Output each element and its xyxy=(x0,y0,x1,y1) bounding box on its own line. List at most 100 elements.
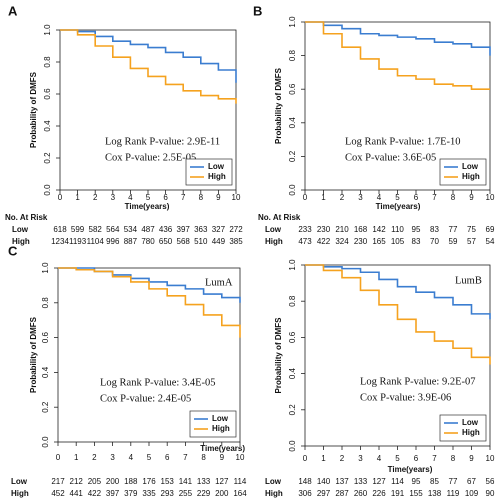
x-tick-label: 1 xyxy=(75,193,80,202)
legend-box xyxy=(185,158,233,186)
risk-count: 119 xyxy=(447,489,460,498)
y-tick-label: 0.2 xyxy=(288,150,297,162)
risk-count: 449 xyxy=(212,237,226,246)
risk-count: 233 xyxy=(298,225,312,234)
risk-count: 56 xyxy=(486,477,495,486)
y-tick-label: 0.2 xyxy=(43,152,52,164)
risk-count: 200 xyxy=(106,477,120,486)
annotation: Log Rank P-value: 2.9E-11 xyxy=(105,136,220,147)
legend-label: Low xyxy=(212,414,229,423)
risk-count: 137 xyxy=(335,477,349,486)
risk-count: 133 xyxy=(197,477,211,486)
risk-count: 127 xyxy=(215,477,229,486)
risk-count: 260 xyxy=(354,489,368,498)
risk-count: 422 xyxy=(88,489,102,498)
panel-label: C xyxy=(8,243,18,258)
x-tick-label: 9 xyxy=(469,454,474,463)
risk-count: 95 xyxy=(412,225,421,234)
risk-count: 1104 xyxy=(87,237,105,246)
x-tick-label: 7 xyxy=(181,193,186,202)
risk-count: 200 xyxy=(215,489,229,498)
x-tick-label: 9 xyxy=(469,193,474,202)
risk-count: 168 xyxy=(354,225,368,234)
y-tick-label: 0.6 xyxy=(288,331,297,343)
x-tick-label: 9 xyxy=(220,453,225,462)
y-tick-label: 0.6 xyxy=(41,331,50,343)
x-tick-label: 4 xyxy=(377,193,382,202)
x-tick-label: 0 xyxy=(56,453,61,462)
risk-count: 165 xyxy=(372,237,386,246)
annotation: Cox P-value: 2.4E-05 xyxy=(100,393,191,404)
risk-row-label: High xyxy=(11,489,29,498)
y-tick-label: 0.8 xyxy=(43,56,52,68)
risk-count: 780 xyxy=(141,237,155,246)
survival-curve xyxy=(60,29,237,104)
risk-count: 436 xyxy=(159,225,173,234)
x-tick-label: 2 xyxy=(93,193,98,202)
risk-count: 67 xyxy=(467,477,476,486)
survival-curve xyxy=(305,21,490,90)
risk-count: 1193 xyxy=(69,237,87,246)
subtitle: LumA xyxy=(205,277,233,288)
x-axis-label: Time(years) xyxy=(388,465,433,474)
risk-count: 1234 xyxy=(51,237,69,246)
risk-count: 217 xyxy=(51,477,65,486)
risk-count: 114 xyxy=(234,477,247,486)
legend-label: Low xyxy=(208,162,225,171)
risk-count: 287 xyxy=(335,489,349,498)
risk-count: 599 xyxy=(71,225,85,234)
survival-curve xyxy=(60,29,237,83)
legend-label: High xyxy=(208,172,226,181)
legend-label: Low xyxy=(462,162,479,171)
x-tick-label: 3 xyxy=(358,193,363,202)
risk-count: 226 xyxy=(372,489,386,498)
legend-box xyxy=(189,410,237,438)
risk-count: 210 xyxy=(335,225,349,234)
risk-row-label: Low xyxy=(11,477,28,486)
x-tick-label: 8 xyxy=(451,193,456,202)
y-tick-label: 0.4 xyxy=(288,117,297,129)
risk-count: 618 xyxy=(53,225,67,234)
x-tick-label: 10 xyxy=(486,193,495,202)
panel-label: B xyxy=(253,3,262,18)
risk-count: 564 xyxy=(106,225,120,234)
risk-row-label: High xyxy=(265,489,283,498)
y-tick-label: 0.0 xyxy=(43,184,52,196)
risk-count: 114 xyxy=(391,477,404,486)
y-tick-label: 1.0 xyxy=(43,24,52,36)
legend-label: High xyxy=(462,172,480,181)
x-tick-label: 3 xyxy=(358,454,363,463)
risk-row-label: Low xyxy=(265,225,282,234)
risk-count: 77 xyxy=(449,477,458,486)
risk-count: 109 xyxy=(465,489,479,498)
risk-count: 996 xyxy=(106,237,120,246)
risk-count: 230 xyxy=(354,237,368,246)
risk-count: 90 xyxy=(486,489,495,498)
risk-count: 95 xyxy=(412,477,421,486)
x-tick-label: 4 xyxy=(129,453,134,462)
y-axis-label: Probability of DMFS xyxy=(29,316,38,393)
y-tick-label: 0.6 xyxy=(288,83,297,95)
risk-count: 422 xyxy=(317,237,331,246)
x-tick-label: 0 xyxy=(58,193,63,202)
x-tick-label: 2 xyxy=(92,453,97,462)
risk-row-label: High xyxy=(265,237,283,246)
risk-count: 164 xyxy=(233,489,247,498)
risk-count: 148 xyxy=(298,477,312,486)
risk-count: 324 xyxy=(335,237,349,246)
risk-count: 153 xyxy=(161,477,175,486)
risk-count: 385 xyxy=(229,237,243,246)
y-tick-label: 0.4 xyxy=(41,366,50,378)
y-tick-label: 0.6 xyxy=(43,88,52,100)
risk-count: 188 xyxy=(124,477,138,486)
x-tick-label: 1 xyxy=(321,454,326,463)
subtitle: LumB xyxy=(455,275,482,286)
risk-count: 69 xyxy=(486,225,495,234)
risk-count: 379 xyxy=(124,489,138,498)
risk-count: 83 xyxy=(412,237,421,246)
x-tick-label: 10 xyxy=(232,193,241,202)
x-axis-label: Time(years) xyxy=(376,202,421,211)
risk-table-header: No. At Risk xyxy=(5,213,48,222)
risk-count: 306 xyxy=(298,489,312,498)
annotation: Cox P-value: 2.5E-05 xyxy=(105,152,196,163)
